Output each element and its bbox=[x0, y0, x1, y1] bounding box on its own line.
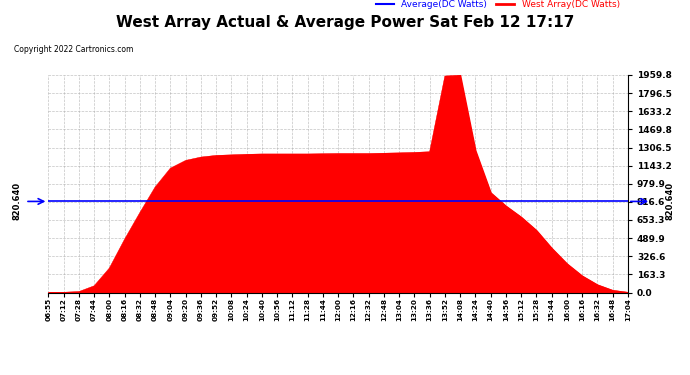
Text: Copyright 2022 Cartronics.com: Copyright 2022 Cartronics.com bbox=[14, 45, 133, 54]
Legend: Average(DC Watts), West Array(DC Watts): Average(DC Watts), West Array(DC Watts) bbox=[373, 0, 623, 13]
Text: 820.640: 820.640 bbox=[12, 182, 22, 220]
Text: 820.640: 820.640 bbox=[666, 182, 675, 220]
Text: West Array Actual & Average Power Sat Feb 12 17:17: West Array Actual & Average Power Sat Fe… bbox=[116, 15, 574, 30]
